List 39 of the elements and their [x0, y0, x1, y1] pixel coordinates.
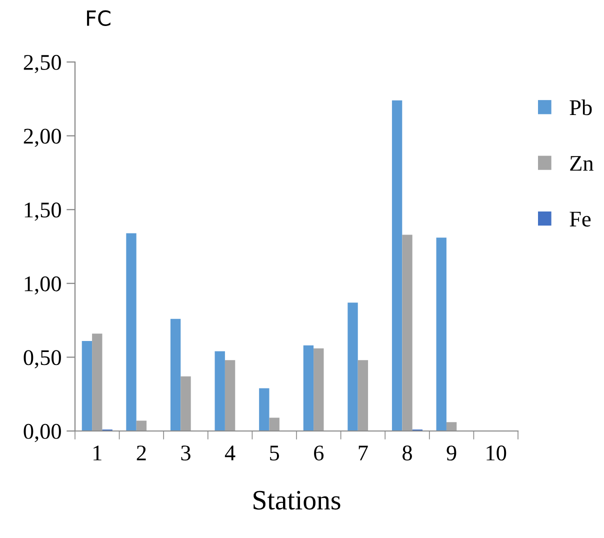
- x-tick-label: 7: [358, 446, 368, 460]
- bar: [170, 318, 181, 431]
- legend-label: Pb: [570, 100, 592, 116]
- bar: [259, 388, 270, 431]
- y-tick-label: 1,00: [24, 276, 61, 295]
- x-tick-label: 10: [486, 446, 506, 461]
- x-tick-label: 5: [270, 446, 280, 461]
- x-tick-label: 8: [402, 446, 412, 461]
- y-tick-label: 0,50: [24, 350, 61, 368]
- bar: [358, 360, 368, 431]
- x-tick-label: 2: [136, 446, 146, 460]
- x-tick-label: 9: [446, 446, 456, 461]
- bar: [224, 360, 236, 431]
- bar: [92, 334, 102, 431]
- bar: [446, 422, 457, 431]
- y-axis-title: FC: [87, 10, 110, 26]
- bar: [303, 345, 314, 431]
- y-tick-label: 1,50: [24, 202, 61, 221]
- x-tick-label: 6: [314, 446, 324, 461]
- bar: [436, 238, 446, 431]
- bar: [392, 100, 402, 431]
- bar: [180, 376, 191, 431]
- x-tick-label: 4: [224, 446, 236, 460]
- bar: [314, 348, 324, 431]
- bar: [82, 340, 92, 431]
- bar: [126, 233, 136, 431]
- x-tick-label: 1: [94, 446, 102, 460]
- bar: [348, 302, 358, 431]
- y-tick-label: 0,00: [24, 424, 61, 442]
- x-tick-label: 3: [181, 446, 190, 461]
- y-tick-label: 2,50: [24, 54, 61, 74]
- legend-label: Fe: [570, 212, 591, 227]
- bar: [402, 234, 412, 431]
- bar: [214, 351, 225, 431]
- y-tick-label: 2,00: [24, 128, 61, 147]
- bar: [136, 420, 147, 431]
- bar: [269, 418, 280, 431]
- legend-label: Zn: [570, 156, 594, 171]
- x-axis-title: Stations: [254, 490, 340, 510]
